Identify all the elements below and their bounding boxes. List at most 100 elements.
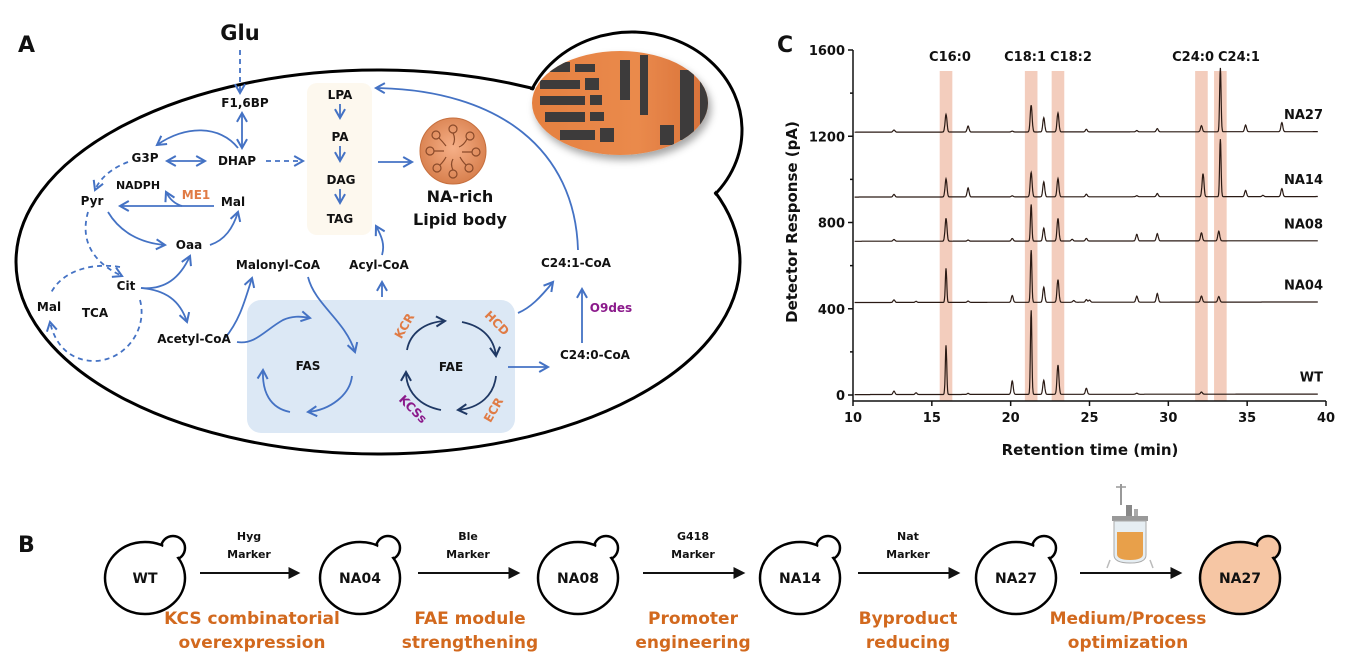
series-label: NA14 bbox=[1284, 173, 1323, 188]
y-tick-label: 1600 bbox=[809, 44, 845, 59]
label-fas: FAS bbox=[296, 359, 321, 373]
marker-label: Hyg bbox=[237, 530, 261, 543]
series-label: NA08 bbox=[1284, 217, 1323, 232]
step-label: Medium/Process bbox=[1050, 609, 1207, 629]
x-tick-label: 20 bbox=[1002, 411, 1020, 426]
peak-label: C24:1 bbox=[1218, 50, 1260, 65]
label-tca: TCA bbox=[82, 306, 109, 320]
peak-label: C18:2 bbox=[1050, 50, 1092, 65]
step-label: KCS combinatorial bbox=[164, 609, 340, 629]
trace-na04 bbox=[854, 250, 1318, 304]
x-tick-label: 40 bbox=[1317, 411, 1335, 426]
strain-label: WT bbox=[133, 571, 158, 587]
label-o9des: O9des bbox=[590, 301, 632, 315]
strain-label: NA14 bbox=[779, 571, 821, 587]
label-tag: TAG bbox=[327, 212, 353, 226]
series-label: NA04 bbox=[1284, 278, 1323, 293]
bioreactor-icon bbox=[1106, 484, 1154, 569]
step-label: Byproduct bbox=[859, 609, 958, 629]
label-lipid-body-1: NA-rich bbox=[427, 187, 494, 206]
peak-label: C16:0 bbox=[929, 50, 971, 65]
panel-label-b: B bbox=[18, 533, 35, 558]
panel-label-c: C bbox=[777, 33, 793, 58]
strain-cell: NA08 bbox=[536, 534, 620, 616]
step-label: overexpression bbox=[178, 633, 325, 653]
label-lipid-body-2: Lipid body bbox=[413, 210, 508, 229]
label-me1: ME1 bbox=[182, 188, 211, 202]
marker-label: Marker bbox=[227, 548, 271, 561]
y-tick-label: 1200 bbox=[809, 130, 845, 145]
label-malonyl-coa: Malonyl-CoA bbox=[236, 258, 321, 272]
x-tick-label: 25 bbox=[1080, 411, 1098, 426]
x-axis-label: Retention time (min) bbox=[1002, 441, 1179, 459]
strain-cell: NA27 bbox=[974, 534, 1058, 616]
label-c24-1-coa: C24:1-CoA bbox=[541, 256, 612, 270]
strain-cell: NA04 bbox=[318, 534, 402, 616]
marker-label: Marker bbox=[671, 548, 715, 561]
panel-c: C C16:0 C18:1 C18:2 C24:0 C24:1 10 15 20 25 30 35 4… bbox=[777, 33, 1335, 459]
y-tick-label: 400 bbox=[818, 303, 845, 318]
label-dhap: DHAP bbox=[218, 154, 256, 168]
colony-photo bbox=[532, 51, 708, 155]
fatty-acid-module-box bbox=[247, 300, 515, 433]
peak-label: C18:1 bbox=[1004, 50, 1046, 65]
label-dag: DAG bbox=[326, 173, 355, 187]
label-c24-0-coa: C24:0-CoA bbox=[560, 348, 631, 362]
peak-band bbox=[1024, 71, 1038, 401]
label-lpa: LPA bbox=[328, 88, 353, 102]
x-tick-label: 30 bbox=[1159, 411, 1177, 426]
label-nadph: NADPH bbox=[116, 179, 160, 192]
marker-label: Ble bbox=[458, 530, 478, 543]
strain-cell: WT bbox=[103, 534, 187, 616]
label-cit: Cit bbox=[117, 279, 136, 293]
x-tick-label: 10 bbox=[844, 411, 862, 426]
chromatogram-chart: C16:0 C18:1 C18:2 C24:0 C24:110 15 20 25 30 35 400… bbox=[809, 44, 1335, 426]
trace-wt bbox=[854, 310, 1318, 396]
series-label: NA27 bbox=[1284, 108, 1323, 123]
label-mal-tca: Mal bbox=[37, 300, 61, 314]
step-label: FAE module bbox=[414, 609, 525, 629]
peak-band bbox=[1051, 71, 1065, 401]
step-label: Promoter bbox=[648, 609, 739, 629]
step-label: engineering bbox=[635, 633, 750, 653]
strain-label: NA08 bbox=[557, 571, 599, 587]
y-tick-label: 800 bbox=[818, 217, 845, 232]
panel-b: B WT NA04 NA08 NA14 NA27 NA27 Hyg Marker Ble Mark… bbox=[18, 484, 1282, 653]
x-tick-label: 35 bbox=[1238, 411, 1256, 426]
label-glu: Glu bbox=[220, 21, 259, 45]
step-label: optimization bbox=[1068, 633, 1188, 653]
strain-cell: NA14 bbox=[758, 534, 842, 616]
label-fae: FAE bbox=[439, 360, 463, 374]
label-acyl-coa: Acyl-CoA bbox=[349, 258, 409, 272]
label-pyr: Pyr bbox=[81, 194, 104, 208]
trace-na14 bbox=[854, 139, 1318, 198]
strain-label: NA04 bbox=[339, 571, 381, 587]
trace-na27 bbox=[854, 67, 1318, 133]
y-tick-label: 0 bbox=[836, 389, 845, 404]
marker-label: Marker bbox=[446, 548, 490, 561]
series-label: WT bbox=[1300, 371, 1323, 386]
trace-na08 bbox=[854, 204, 1318, 242]
step-label: reducing bbox=[866, 633, 950, 653]
panel-a: A bbox=[14, 21, 744, 456]
y-axis-label: Detector Response (pA) bbox=[783, 121, 801, 323]
peak-band bbox=[1195, 71, 1208, 401]
marker-label: G418 bbox=[677, 530, 709, 543]
strain-cell: NA27 bbox=[1198, 534, 1282, 616]
strain-label: NA27 bbox=[995, 571, 1037, 587]
step-label: strengthening bbox=[402, 633, 538, 653]
label-mal-cytosol: Mal bbox=[221, 195, 245, 209]
marker-label: Nat bbox=[897, 530, 919, 543]
lipid-body-icon bbox=[419, 117, 487, 185]
x-tick-label: 15 bbox=[923, 411, 941, 426]
label-g3p: G3P bbox=[132, 151, 159, 165]
label-acetyl-coa: Acetyl-CoA bbox=[157, 332, 231, 346]
marker-label: Marker bbox=[886, 548, 930, 561]
strain-label: NA27 bbox=[1219, 571, 1261, 587]
pathway-arrows bbox=[45, 50, 588, 418]
peak-band bbox=[939, 71, 953, 401]
peak-label: C24:0 bbox=[1172, 50, 1214, 65]
panel-label-a: A bbox=[18, 33, 35, 58]
label-oaa: Oaa bbox=[176, 238, 202, 252]
